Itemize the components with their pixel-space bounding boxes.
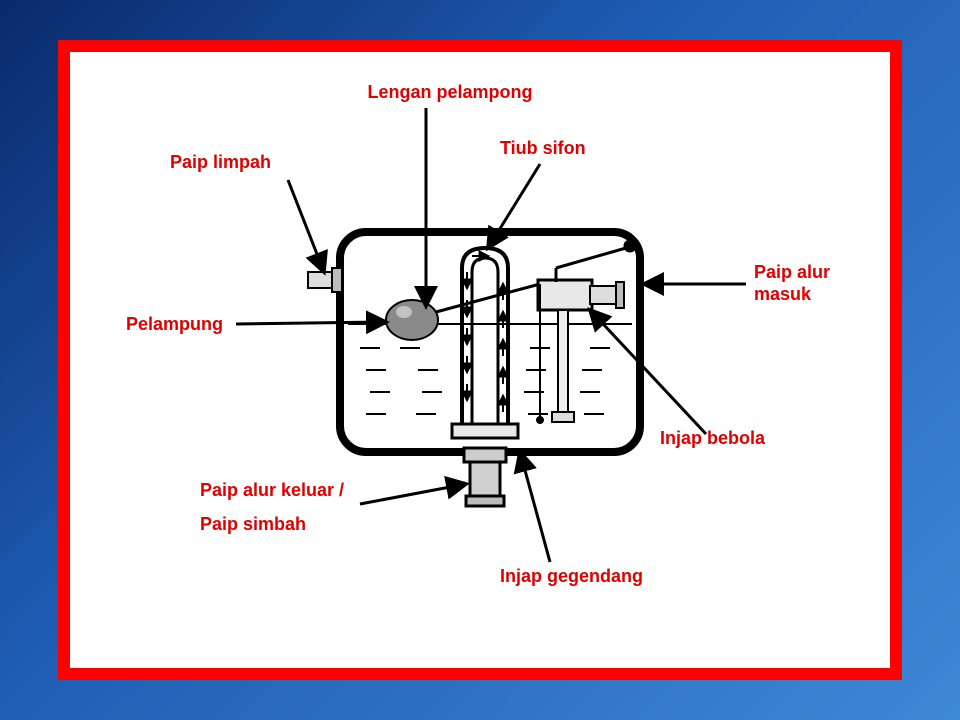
- cistern-diagram: [70, 52, 890, 668]
- slide-background: Lengan pelampong Tiub sifon Paip limpah …: [0, 0, 960, 720]
- float-ball: [386, 300, 438, 340]
- outlet-pipe: [464, 448, 506, 506]
- red-frame: Lengan pelampong Tiub sifon Paip limpah …: [58, 40, 902, 680]
- tank: [340, 232, 640, 452]
- diagram-panel: Lengan pelampong Tiub sifon Paip limpah …: [70, 52, 890, 668]
